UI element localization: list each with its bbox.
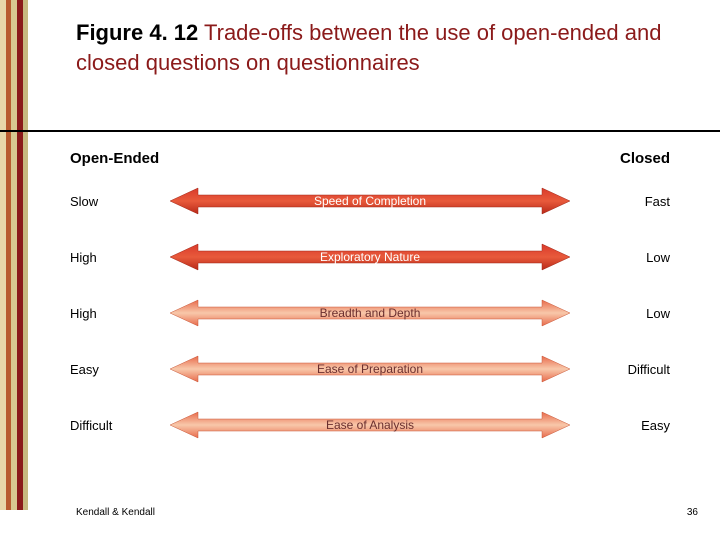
header-row: Open-Ended Closed <box>60 150 680 177</box>
figure-number: Figure 4. 12 <box>76 20 198 45</box>
double-arrow: Ease of Preparation <box>170 354 570 384</box>
header-open-ended: Open-Ended <box>70 150 159 167</box>
double-arrow: Speed of Completion <box>170 186 570 216</box>
double-arrow: Exploratory Nature <box>170 242 570 272</box>
right-value: Low <box>570 306 680 321</box>
title-divider <box>0 130 720 132</box>
double-arrow: Ease of Analysis <box>170 410 570 440</box>
figure-title: Figure 4. 12 Trade-offs between the use … <box>76 18 676 77</box>
left-value: Slow <box>60 194 170 209</box>
double-arrow: Breadth and Depth <box>170 298 570 328</box>
right-value: Fast <box>570 194 680 209</box>
header-closed: Closed <box>620 150 670 167</box>
tradeoff-row: High Exploratory Nature Low <box>60 233 680 281</box>
tradeoff-row: Slow Speed of Completion Fast <box>60 177 680 225</box>
tradeoff-diagram: Open-Ended Closed Slow Speed of Completi… <box>60 150 680 457</box>
right-value: Easy <box>570 418 680 433</box>
left-value: Difficult <box>60 418 170 433</box>
tradeoff-row: High Breadth and Depth Low <box>60 289 680 337</box>
footer-author: Kendall & Kendall <box>76 507 155 518</box>
tradeoff-row: Difficult Ease of Analysis Easy <box>60 401 680 449</box>
side-stripe <box>0 0 28 510</box>
right-value: Difficult <box>570 362 680 377</box>
left-value: Easy <box>60 362 170 377</box>
right-value: Low <box>570 250 680 265</box>
page-number: 36 <box>687 507 698 518</box>
left-value: High <box>60 306 170 321</box>
left-value: High <box>60 250 170 265</box>
tradeoff-row: Easy Ease of Preparation Difficult <box>60 345 680 393</box>
